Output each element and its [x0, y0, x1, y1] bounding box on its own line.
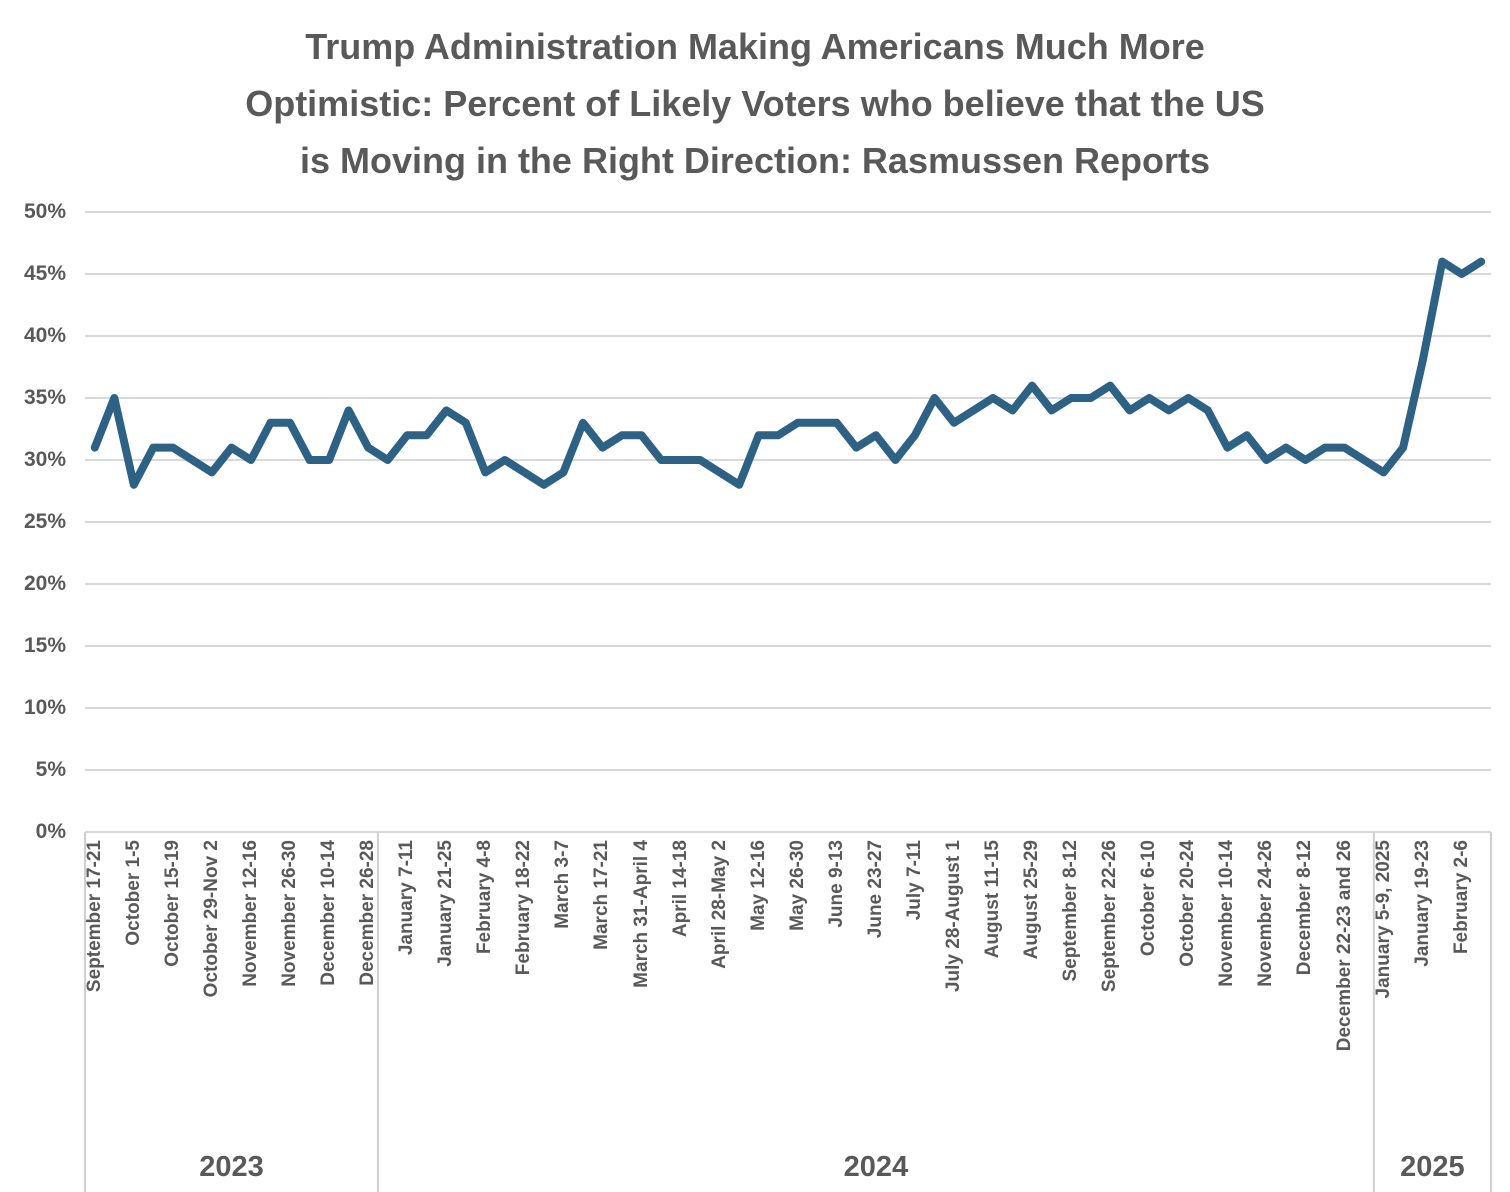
- x-axis-tick-label: April 14-18: [669, 840, 691, 938]
- year-group-label: 2024: [843, 1151, 909, 1183]
- chart-title: Trump Administration Making Americans Mu…: [0, 18, 1510, 189]
- x-axis-tick-label: February 4-8: [474, 840, 496, 955]
- x-axis-tick-label: October 1-5: [122, 840, 144, 946]
- x-axis-tick-label: January 5-9, 2025: [1372, 840, 1394, 999]
- x-axis-tick-label: October 15-19: [161, 840, 183, 967]
- y-axis-tick-label: 50%: [23, 200, 66, 223]
- x-axis-tick-label: December 26-28: [357, 840, 379, 986]
- x-axis-tick-label: August 25-29: [1021, 840, 1043, 960]
- x-axis-tick-label: October 6-10: [1138, 840, 1160, 957]
- x-axis-tick-label: January 21-25: [435, 840, 457, 967]
- x-axis-tick-label: May 12-16: [747, 840, 769, 931]
- chart-title-line-2: Optimistic: Percent of Likely Voters who…: [245, 83, 1265, 124]
- x-axis-tick-label: September 22-26: [1099, 840, 1121, 993]
- x-axis-tick-label: September 8-12: [1060, 840, 1082, 982]
- x-axis-tick-label: April 28-May 2: [708, 840, 730, 969]
- x-axis-tick-label: November 24-26: [1255, 840, 1277, 987]
- x-axis-tick-label: July 28-August 1: [942, 840, 964, 993]
- y-axis-tick-label: 15%: [23, 634, 66, 657]
- y-axis-tick-label: 25%: [23, 510, 66, 533]
- year-group-label: 2023: [199, 1151, 264, 1183]
- y-axis-tick-label: 40%: [23, 324, 66, 347]
- x-axis-tick-label: January 7-11: [396, 840, 418, 956]
- x-axis-tick-label: December 10-14: [318, 840, 340, 986]
- chart-title-line-3: is Moving in the Right Direction: Rasmus…: [299, 140, 1211, 181]
- y-axis-tick-label: 0%: [35, 820, 66, 843]
- x-axis-tick-label: November 26-30: [279, 840, 301, 987]
- x-axis-tick-label: June 23-27: [864, 840, 886, 939]
- x-axis-tick-label: March 31-April 4: [630, 840, 652, 988]
- x-axis-tick-label: October 20-24: [1177, 840, 1199, 967]
- x-axis-tick-label: December 8-12: [1294, 840, 1316, 976]
- x-axis-tick-label: October 29-Nov 2: [200, 840, 222, 998]
- x-axis-tick-label: November 10-14: [1216, 840, 1238, 987]
- x-axis-tick-label: November 12-16: [239, 840, 261, 987]
- x-axis-tick-label: June 9-13: [825, 840, 847, 928]
- chart-title-line-1: Trump Administration Making Americans Mu…: [305, 26, 1205, 67]
- x-axis-tick-label: September 17-21: [83, 840, 105, 993]
- y-axis-tick-label: 30%: [23, 448, 66, 471]
- y-axis-tick-label: 5%: [35, 758, 66, 781]
- x-axis-tick-label: August 11-15: [982, 840, 1004, 959]
- y-axis-tick-label: 35%: [23, 386, 66, 409]
- x-axis-tick-label: March 3-7: [552, 840, 574, 929]
- x-axis-tick-label: May 26-30: [786, 840, 808, 931]
- x-axis-tick-label: July 7-11: [903, 840, 925, 921]
- x-axis-tick-label: January 19-23: [1411, 840, 1433, 967]
- y-axis-tick-label: 45%: [23, 262, 66, 285]
- y-axis-tick-label: 10%: [23, 696, 66, 719]
- x-axis-tick-label: February 18-22: [513, 840, 535, 976]
- x-axis-tick-label: February 2-6: [1450, 840, 1472, 955]
- year-group-label: 2025: [1400, 1151, 1465, 1183]
- x-axis-tick-label: March 17-21: [591, 840, 613, 950]
- x-axis-tick-label: December 22-23 and 26: [1333, 840, 1355, 1052]
- trend-line: [90, 257, 1486, 489]
- y-axis-tick-label: 20%: [23, 572, 66, 595]
